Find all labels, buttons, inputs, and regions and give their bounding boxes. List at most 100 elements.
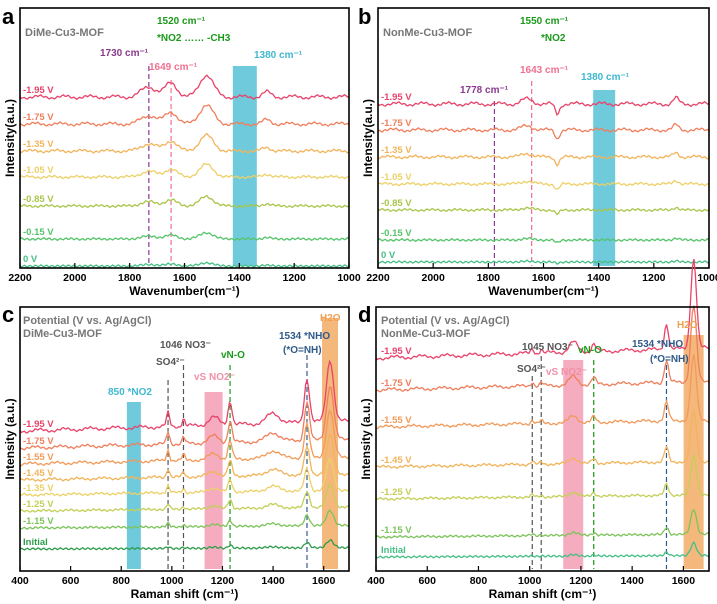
panel-b: b -1.95 V -1.75 V -1.35 V -1.05 V -0.85 V -0.1… bbox=[358, 4, 717, 298]
series-label-b-2: -1.35 V bbox=[381, 145, 412, 156]
x-tick-label-b-0: 2200 bbox=[366, 272, 390, 284]
series-trace-a-2 bbox=[19, 132, 350, 154]
x-tick-label-c-6: 1600 bbox=[312, 575, 336, 587]
panel-title-b: NonMe-Cu3-MOF bbox=[383, 27, 472, 39]
series-trace-a-4 bbox=[19, 194, 350, 209]
series-label-b-6: 0 V bbox=[381, 250, 396, 261]
panel-subtitle-c: Potential (V vs. Ag/AgCl) bbox=[23, 315, 152, 327]
annotation-b-4: 1380 cm⁻¹ bbox=[581, 72, 630, 83]
plot-frame-c bbox=[19, 306, 350, 572]
series-trace-a-0 bbox=[19, 74, 350, 101]
band-b-4 bbox=[593, 90, 616, 266]
series-label-b-0: -1.95 V bbox=[381, 92, 412, 103]
series-label-c-4: -1.35 V bbox=[23, 483, 54, 494]
x-tick-label-b-5: 1200 bbox=[642, 272, 666, 284]
series-label-c-1: -1.75 V bbox=[23, 436, 54, 447]
panel-title-d: NonMe-Cu3-MOF bbox=[381, 328, 470, 340]
series-trace-d-0 bbox=[375, 258, 710, 361]
y-axis-label-a: Intensity(a.u.) bbox=[3, 99, 17, 177]
series-trace-c-0 bbox=[19, 359, 350, 434]
series-label-d-1: -1.75 V bbox=[381, 378, 412, 389]
panel-letter-d: d bbox=[358, 302, 371, 327]
series-trace-a-1 bbox=[19, 104, 350, 127]
band-a-4 bbox=[232, 66, 257, 266]
annotation-d-6: H2O bbox=[677, 320, 698, 331]
series-label-d-3: -1.45 V bbox=[381, 455, 412, 466]
series-label-d-0: -1.95 V bbox=[381, 346, 412, 357]
series-label-a-3: -1.05 V bbox=[23, 165, 54, 176]
x-tick-label-c-3: 1000 bbox=[160, 575, 184, 587]
annotation-d-3: vN-O bbox=[578, 345, 602, 356]
y-axis-label-b: Intensity(a.u.) bbox=[361, 99, 375, 177]
x-tick-label-a-5: 1200 bbox=[282, 272, 306, 284]
series-label-c-0: -1.95 V bbox=[23, 419, 54, 430]
annotation-c-4: vN-O bbox=[221, 350, 245, 361]
annotation-b-2: 1550 cm⁻¹ bbox=[520, 16, 569, 27]
annotation-a-3: *NO2 …… -CH3 bbox=[157, 33, 231, 44]
series-label-c-6: -1.15 V bbox=[23, 516, 54, 527]
y-axis-label-d: Intensity (a.u.) bbox=[359, 398, 373, 479]
series-trace-b-6 bbox=[377, 259, 710, 265]
series-label-a-2: -1.35 V bbox=[23, 139, 54, 150]
series-trace-b-2 bbox=[377, 151, 710, 167]
series-trace-c-6 bbox=[19, 509, 350, 530]
x-tick-label-b-6: 1000 bbox=[697, 272, 717, 284]
series-label-d-2: -1.55 V bbox=[381, 415, 412, 426]
x-tick-label-a-0: 2200 bbox=[8, 272, 32, 284]
annotation-a-1: 1649 cm⁻¹ bbox=[149, 62, 198, 73]
x-tick-label-b-4: 1400 bbox=[587, 272, 611, 284]
annotation-c-1: SO4²⁻ bbox=[156, 357, 185, 368]
x-axis-label-a: Wavenumber(cm⁻¹) bbox=[129, 284, 240, 298]
plot-frame-a bbox=[19, 7, 350, 269]
x-tick-label-d-3: 1000 bbox=[518, 575, 542, 587]
x-axis-label-c: Raman shift (cm⁻¹) bbox=[131, 587, 239, 601]
y-axis-label-c: Intensity (a.u.) bbox=[3, 398, 17, 479]
band-c-3 bbox=[204, 392, 223, 569]
annotation-c-0: 850 *NO2 bbox=[108, 387, 152, 398]
x-tick-label-d-6: 1600 bbox=[672, 575, 696, 587]
annotation-d-1: 1045 NO3⁻ bbox=[522, 342, 573, 353]
annotation-d-4: 1534 *NHO bbox=[632, 339, 683, 350]
annotation-c-7: H2O bbox=[320, 313, 341, 324]
x-tick-label-c-4: 1200 bbox=[211, 575, 235, 587]
band-d-6 bbox=[683, 335, 704, 569]
panel-subtitle-d: Potential (V vs. Ag/AgCl) bbox=[381, 315, 510, 327]
series-label-b-5: -0.15 V bbox=[381, 228, 412, 239]
series-trace-c-3 bbox=[19, 434, 350, 483]
panel-letter-c: c bbox=[2, 302, 14, 327]
x-tick-label-a-3: 1600 bbox=[173, 272, 197, 284]
plot-frame-b bbox=[377, 7, 710, 269]
band-d-2 bbox=[563, 360, 584, 569]
annotation-d-2: vS NO2⁻ bbox=[546, 367, 587, 378]
x-tick-label-b-1: 2000 bbox=[421, 272, 445, 284]
annotation-b-1: 1643 cm⁻¹ bbox=[520, 65, 569, 76]
series-trace-b-5 bbox=[377, 236, 710, 243]
x-tick-label-a-1: 2000 bbox=[63, 272, 87, 284]
annotation-d-5: (*O=NH) bbox=[650, 354, 689, 365]
series-label-b-1: -1.75 V bbox=[381, 118, 412, 129]
x-tick-label-b-2: 1800 bbox=[477, 272, 501, 284]
x-tick-label-a-4: 1400 bbox=[228, 272, 252, 284]
series-trace-c-5 bbox=[19, 483, 350, 513]
series-trace-d-4 bbox=[375, 453, 710, 501]
x-tick-label-a-6: 1000 bbox=[337, 272, 361, 284]
annotation-b-0: 1778 cm⁻¹ bbox=[460, 85, 509, 96]
series-trace-d-5 bbox=[375, 508, 710, 539]
x-tick-label-c-1: 600 bbox=[62, 575, 80, 587]
series-label-c-7: Initial bbox=[23, 537, 48, 548]
series-label-a-0: -1.95 V bbox=[23, 85, 54, 96]
series-trace-a-5 bbox=[19, 231, 350, 242]
x-tick-label-c-2: 800 bbox=[112, 575, 130, 587]
series-label-c-5: -1.25 V bbox=[23, 499, 54, 510]
panel-title-a: DiMe-Cu3-MOF bbox=[25, 27, 104, 39]
annotation-c-6: (*O=NH) bbox=[283, 345, 322, 356]
band-c-7 bbox=[322, 318, 339, 569]
annotation-d-0: SO4²⁻ bbox=[517, 364, 546, 375]
panel-a: a -1.95 V -1.75 V -1.35 V -1.05 V -0.85 V -0.1… bbox=[2, 4, 361, 298]
annotation-a-2: 1520 cm⁻¹ bbox=[157, 16, 206, 27]
x-tick-label-d-4: 1200 bbox=[569, 575, 593, 587]
series-label-a-5: -0.15 V bbox=[23, 227, 54, 238]
annotation-a-4: 1380 cm⁻¹ bbox=[254, 50, 303, 61]
x-tick-label-c-5: 1400 bbox=[261, 575, 285, 587]
